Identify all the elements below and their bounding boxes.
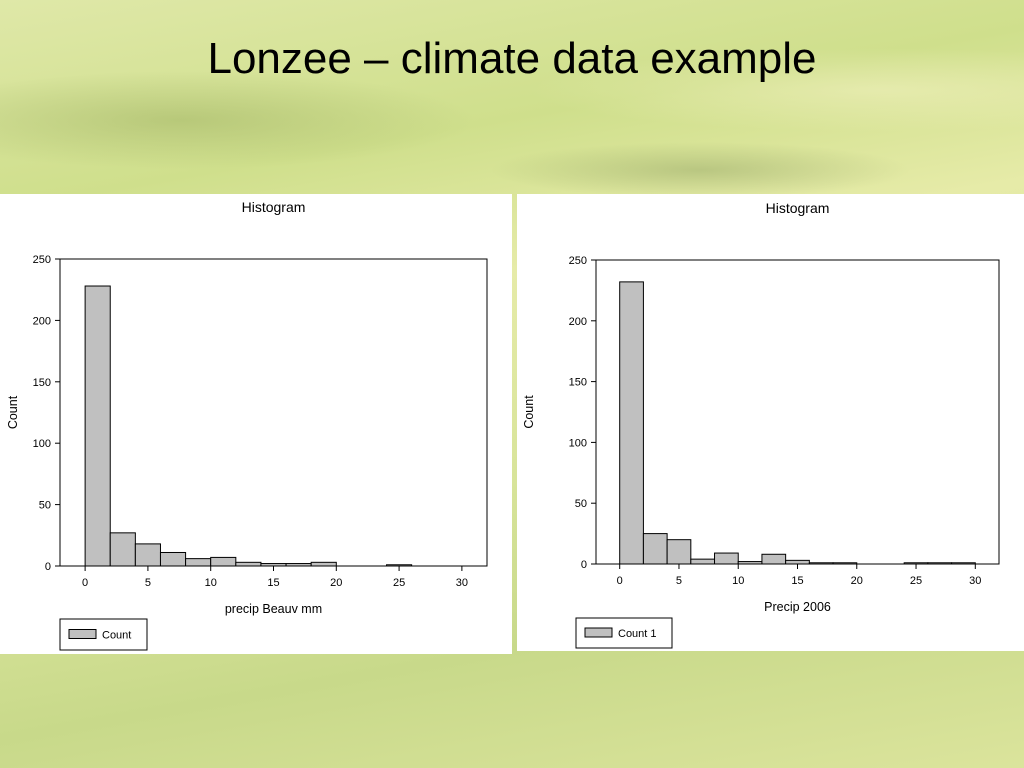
histogram-chart-right: Histogram 0 50 100 150 200 250 0 5 10 15 20 25 30 Prec…: [522, 200, 1000, 649]
x-tick-label: 20: [330, 577, 342, 589]
legend-swatch: [584, 627, 613, 638]
y-tick-label: 100: [33, 438, 51, 450]
chart-title: Histogram: [766, 200, 830, 216]
histogram-bar: [642, 533, 668, 565]
histogram-bar: [109, 532, 136, 567]
x-tick-label: 10: [732, 575, 744, 587]
x-tick-label: 25: [910, 575, 922, 587]
y-axis-label: Count: [522, 395, 536, 429]
histogram-bar: [832, 562, 858, 565]
y-tick-label: 0: [45, 561, 51, 573]
x-tick-label: 5: [145, 577, 151, 589]
y-tick-label: 50: [575, 498, 587, 510]
histogram-bar: [185, 558, 212, 567]
plot-area-frame: [595, 259, 1000, 565]
histogram-bar: [666, 539, 692, 565]
x-tick-label: 5: [676, 575, 682, 587]
histogram-bar: [386, 564, 413, 567]
chart-title: Histogram: [242, 199, 306, 215]
background-landscape-top: [0, 0, 1024, 195]
histogram-bar: [285, 563, 312, 567]
x-axis-label: Precip 2006: [764, 600, 831, 614]
histogram-bar: [310, 561, 337, 567]
x-tick-label: 0: [617, 575, 623, 587]
x-tick-label: 0: [82, 577, 88, 589]
legend-label: Count: [102, 630, 131, 642]
histogram-bar: [714, 552, 739, 565]
background-landscape-bottom: [0, 652, 1024, 768]
histogram-bar: [951, 562, 976, 565]
histogram-panel-right: Histogram 0 50 100 150 200 250 0 5 10 15 20 25 30 Prec…: [517, 194, 1024, 651]
y-tick-label: 250: [33, 254, 51, 266]
histogram-bar: [690, 558, 716, 565]
histogram-panel-left: Histogram 0 50 100 150 200 250 0 5 10 15 20 25 30 prec…: [0, 194, 512, 654]
y-axis-label: Count: [6, 395, 20, 429]
legend-label: Count 1: [618, 628, 657, 640]
slide-title: Lonzee – climate data example: [207, 34, 817, 83]
y-tick-label: 50: [39, 500, 51, 512]
histogram-bar: [235, 561, 262, 567]
histogram-bar: [619, 281, 644, 565]
histogram-bar: [761, 553, 787, 565]
x-axis-label: precip Beauv mm: [225, 602, 322, 616]
y-tick-label: 200: [33, 315, 51, 327]
x-tick-label: 30: [456, 577, 468, 589]
y-tick-label: 150: [33, 377, 51, 389]
x-tick-label: 30: [969, 575, 981, 587]
histogram-bar: [785, 559, 810, 565]
histogram-chart-left: Histogram 0 50 100 150 200 250 0 5 10 15 20 25 30 prec…: [6, 199, 488, 651]
histogram-bar: [210, 556, 237, 567]
histogram-bar: [808, 562, 834, 565]
histogram-bar: [927, 562, 953, 565]
x-tick-label: 15: [267, 577, 279, 589]
x-tick-label: 15: [791, 575, 803, 587]
y-tick-label: 100: [569, 437, 587, 449]
histogram-bar: [159, 551, 187, 567]
y-tick-label: 200: [569, 316, 587, 328]
histogram-bar: [134, 543, 161, 567]
histogram-bar: [903, 562, 929, 565]
y-tick-label: 0: [581, 559, 587, 571]
legend-swatch: [68, 629, 97, 639]
plot-area-frame: [59, 258, 488, 567]
x-tick-label: 10: [205, 577, 217, 589]
y-tick-label: 250: [569, 255, 587, 267]
x-tick-label: 25: [393, 577, 405, 589]
histogram-bar: [260, 563, 287, 567]
x-tick-label: 20: [851, 575, 863, 587]
y-tick-label: 150: [569, 377, 587, 389]
histogram-bar: [84, 285, 111, 567]
histogram-bar: [737, 561, 763, 565]
